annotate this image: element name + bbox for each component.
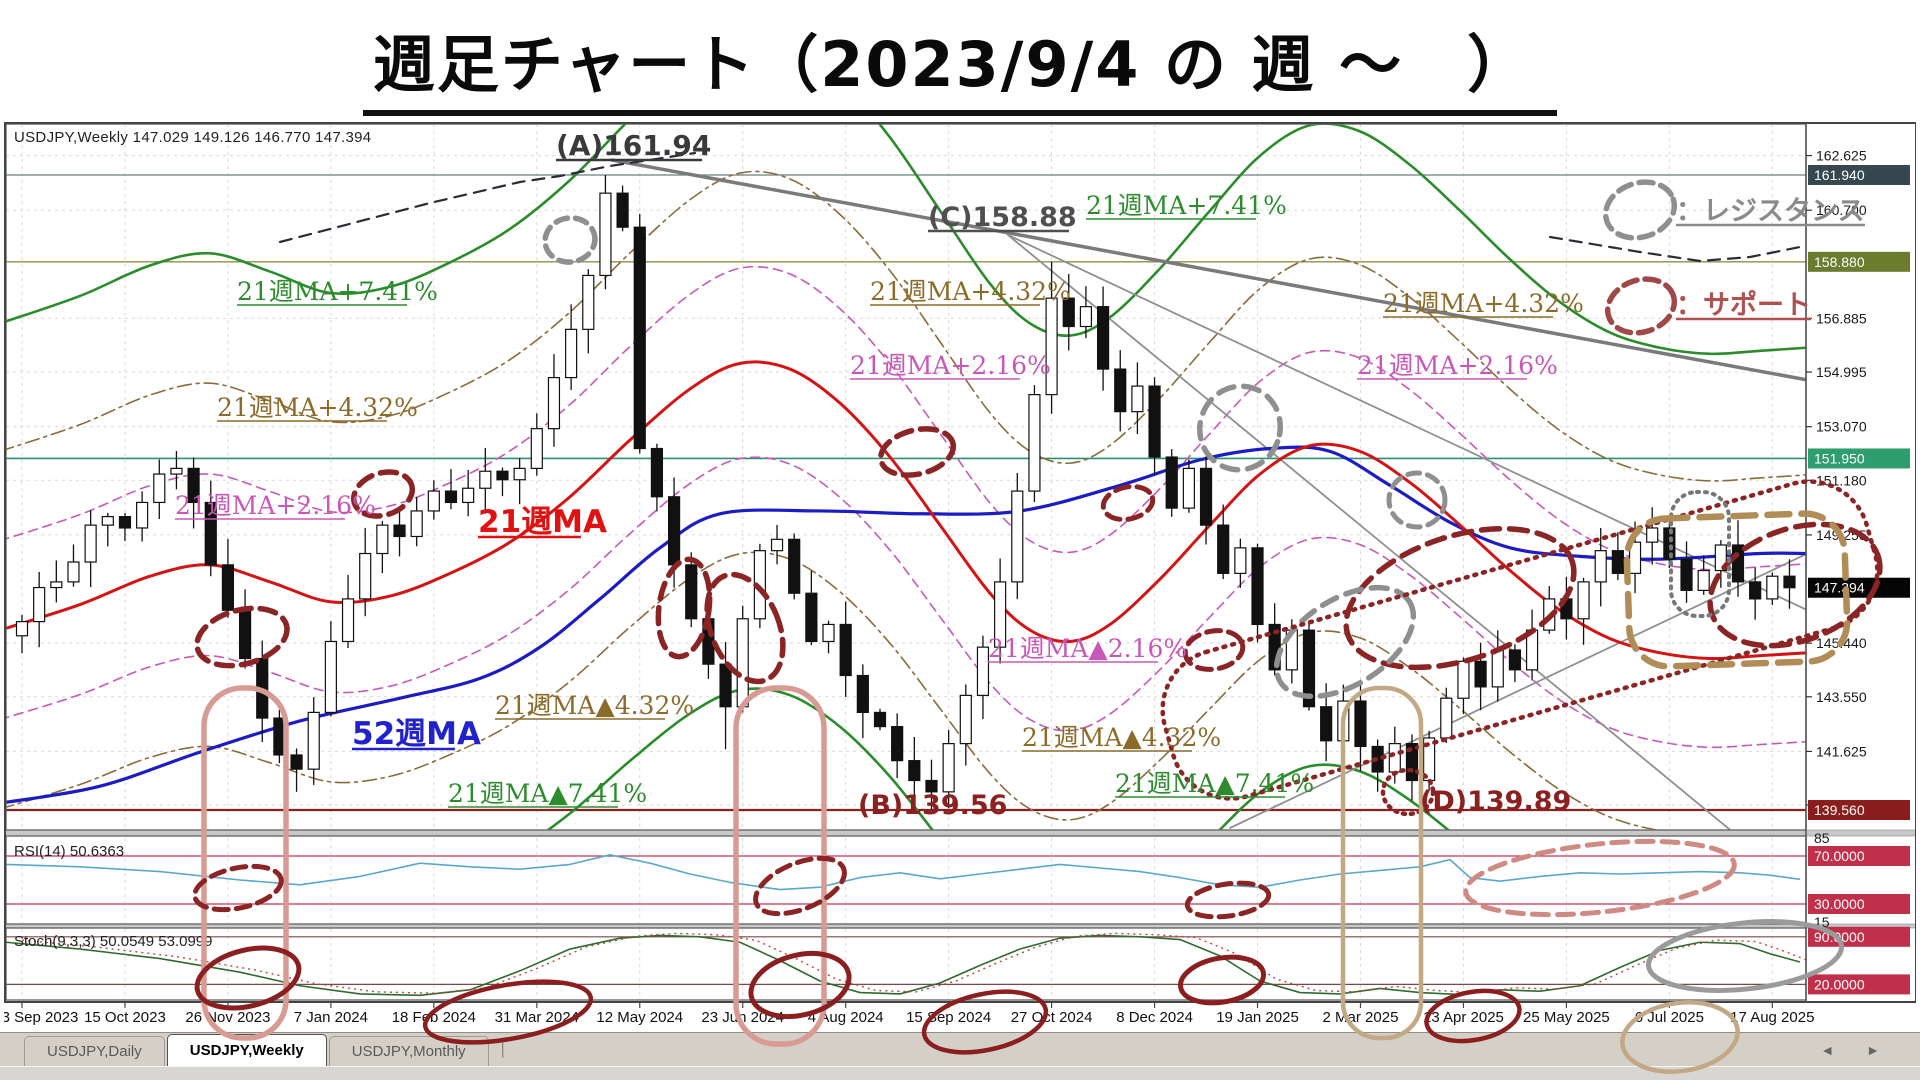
svg-text:31 Mar 2024: 31 Mar 2024 <box>495 1009 579 1026</box>
svg-text:(D)139.89: (D)139.89 <box>1420 786 1571 817</box>
page-title-text: 週足チャート（2023/9/4 の 週 ～ ） <box>362 14 1558 116</box>
svg-text:158.880: 158.880 <box>1814 254 1865 270</box>
tab-usdjpy-monthly[interactable]: USDJPY,Monthly <box>328 1036 489 1066</box>
svg-text:19 Jan 2025: 19 Jan 2025 <box>1216 1009 1299 1026</box>
svg-text:156.885: 156.885 <box>1816 310 1867 326</box>
svg-text:2 Mar 2025: 2 Mar 2025 <box>1323 1009 1399 1026</box>
svg-text:6 Jul 2025: 6 Jul 2025 <box>1635 1009 1704 1026</box>
svg-text:154.995: 154.995 <box>1816 364 1867 380</box>
svg-text:153.070: 153.070 <box>1816 419 1867 435</box>
tab-usdjpy-daily[interactable]: USDJPY,Daily <box>24 1036 165 1066</box>
svg-text:RSI(14) 50.6363: RSI(14) 50.6363 <box>14 843 124 860</box>
svg-text:21週MA+4.32%: 21週MA+4.32% <box>1383 289 1584 318</box>
svg-text:27 Oct 2024: 27 Oct 2024 <box>1011 1009 1093 1026</box>
svg-text:23 Jun 2024: 23 Jun 2024 <box>701 1009 784 1026</box>
svg-text:143.550: 143.550 <box>1816 689 1867 705</box>
svg-text:139.560: 139.560 <box>1814 802 1865 818</box>
svg-text:139.735: 139.735 <box>1816 797 1867 813</box>
svg-text:21週MA: 21週MA <box>478 504 607 540</box>
svg-text:17 Aug 2025: 17 Aug 2025 <box>1730 1009 1814 1026</box>
svg-text:21週MA+2.16%: 21週MA+2.16% <box>850 351 1051 380</box>
svg-text:21週MA▲2.16%: 21週MA▲2.16% <box>988 634 1187 663</box>
svg-text:90.0000: 90.0000 <box>1814 929 1865 945</box>
svg-text:15: 15 <box>1814 914 1830 930</box>
svg-text:21週MA▲4.32%: 21週MA▲4.32% <box>1022 723 1221 752</box>
svg-text:26 Nov 2023: 26 Nov 2023 <box>185 1009 270 1026</box>
tab-bar: USDJPY,Daily USDJPY,Weekly USDJPY,Monthl… <box>0 1032 1920 1066</box>
chart-symbol-header: USDJPY,Weekly 147.029 149.126 146.770 14… <box>14 129 372 146</box>
svg-text:21週MA+4.32%: 21週MA+4.32% <box>217 393 418 422</box>
svg-text:13 Apr 2025: 13 Apr 2025 <box>1423 1009 1504 1026</box>
svg-text:7 Jan 2024: 7 Jan 2024 <box>294 1009 368 1026</box>
bottom-strip <box>0 1066 1920 1080</box>
svg-text:141.625: 141.625 <box>1816 743 1867 759</box>
svg-text:21週MA+7.41%: 21週MA+7.41% <box>237 277 438 306</box>
svg-text:145.440: 145.440 <box>1816 635 1867 651</box>
svg-text:21週MA+2.16%: 21週MA+2.16% <box>1357 351 1558 380</box>
svg-text:21週MA▲7.41%: 21週MA▲7.41% <box>1115 769 1314 798</box>
svg-text:3 Sep 2023: 3 Sep 2023 <box>4 1009 78 1026</box>
svg-text:15 Oct 2023: 15 Oct 2023 <box>84 1009 166 1026</box>
svg-text:20.0000: 20.0000 <box>1814 976 1865 992</box>
svg-text:15 Sep 2024: 15 Sep 2024 <box>906 1009 991 1026</box>
svg-text:21週MA+4.32%: 21週MA+4.32% <box>870 277 1071 306</box>
svg-text:21週MA+7.41%: 21週MA+7.41% <box>1086 191 1287 220</box>
tab-usdjpy-weekly[interactable]: USDJPY,Weekly <box>166 1034 327 1066</box>
svg-text:Stoch(9,3,3) 50.0549 53.0999: Stoch(9,3,3) 50.0549 53.0999 <box>14 933 213 950</box>
svg-text:(B)139.56: (B)139.56 <box>858 790 1007 821</box>
svg-text:4 Aug 2024: 4 Aug 2024 <box>808 1009 884 1026</box>
tab-separator: | <box>500 1040 505 1058</box>
svg-text:：サポート: ：サポート <box>1676 290 1811 321</box>
svg-text:161.940: 161.940 <box>1814 167 1865 183</box>
svg-text:52週MA: 52週MA <box>352 716 481 752</box>
svg-text:8 Dec 2024: 8 Dec 2024 <box>1116 1009 1193 1026</box>
svg-text:(C)158.88: (C)158.88 <box>928 202 1077 233</box>
svg-text:70.0000: 70.0000 <box>1814 848 1865 864</box>
tab-scroll-arrows[interactable]: ◄ ► <box>1820 1042 1894 1058</box>
svg-text:18 Feb 2024: 18 Feb 2024 <box>392 1009 476 1026</box>
svg-text:149.255: 149.255 <box>1816 527 1867 543</box>
svg-text:160.700: 160.700 <box>1816 202 1867 218</box>
svg-text:147.394: 147.394 <box>1814 580 1865 596</box>
svg-text:30.0000: 30.0000 <box>1814 896 1865 912</box>
svg-text:162.625: 162.625 <box>1816 148 1867 164</box>
svg-text:：レジスタンス: ：レジスタンス <box>1676 196 1864 227</box>
svg-text:12 May 2024: 12 May 2024 <box>596 1009 683 1026</box>
svg-text:(A)161.94: (A)161.94 <box>556 129 711 162</box>
svg-text:151.950: 151.950 <box>1814 450 1865 466</box>
svg-text:85: 85 <box>1814 830 1830 846</box>
page-title: 週足チャート（2023/9/4 の 週 ～ ） <box>0 14 1920 116</box>
svg-text:151.180: 151.180 <box>1816 472 1867 488</box>
svg-text:21週MA+2.16%: 21週MA+2.16% <box>175 491 376 520</box>
svg-text:21週MA▲7.41%: 21週MA▲7.41% <box>448 779 647 808</box>
svg-text:25 May 2025: 25 May 2025 <box>1523 1009 1610 1026</box>
chart-canvas: 162.625 160.700 156.885 154.995 153.070 151.1… <box>4 122 1916 1074</box>
svg-text:21週MA▲4.32%: 21週MA▲4.32% <box>495 691 694 720</box>
